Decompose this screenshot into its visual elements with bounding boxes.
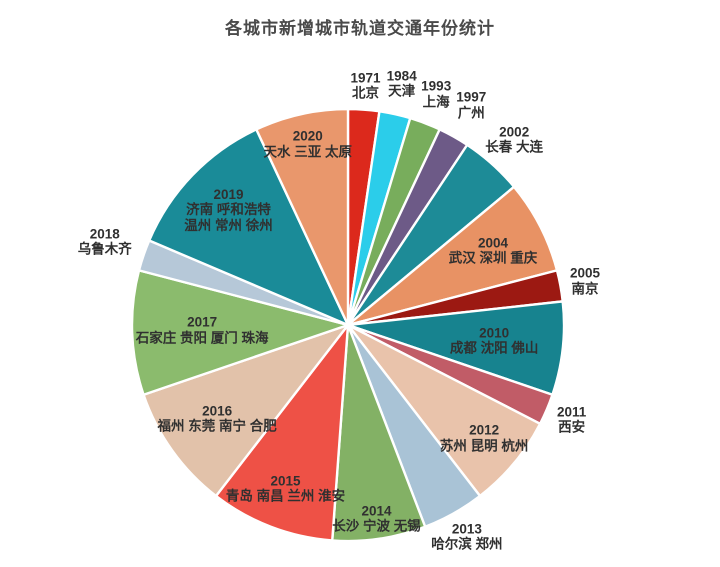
- pie-slice-2019[interactable]: [148, 128, 350, 327]
- chart-title: 各城市新增城市轨道交通年份统计: [225, 19, 495, 38]
- pie-slice-2015[interactable]: [214, 323, 350, 542]
- pie-slice-2016[interactable]: [142, 323, 350, 498]
- pie-slice-2020[interactable]: [255, 107, 350, 327]
- pie-slice-2017[interactable]: [130, 269, 350, 396]
